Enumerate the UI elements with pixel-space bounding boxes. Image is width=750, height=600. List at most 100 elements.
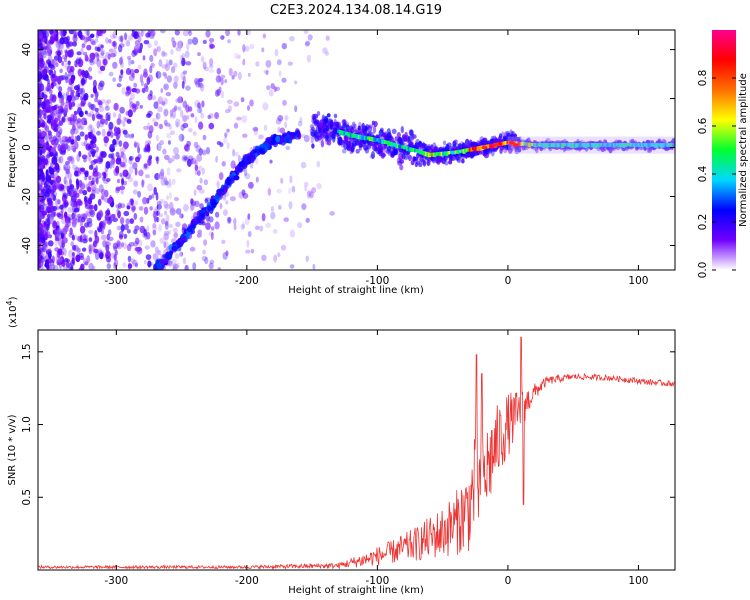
noise-speck <box>44 35 48 45</box>
noise-speck <box>209 113 214 119</box>
noise-speck <box>73 110 78 116</box>
noise-speck <box>88 66 93 72</box>
noise-speck <box>149 54 154 63</box>
noise-speck <box>164 203 170 210</box>
noise-speck <box>73 207 80 213</box>
noise-speck <box>219 142 224 148</box>
noise-speck <box>207 114 211 120</box>
noise-speck <box>111 41 118 47</box>
noise-speck <box>115 186 121 192</box>
noise-speck <box>82 234 89 241</box>
noise-speck <box>68 249 74 258</box>
noise-speck <box>291 185 296 193</box>
noise-speck <box>209 44 215 49</box>
noise-speck <box>122 242 128 249</box>
ridge-halo <box>336 121 341 128</box>
noise-speck <box>71 252 75 257</box>
noise-speck <box>182 257 187 265</box>
streak-speck <box>182 235 187 242</box>
noise-speck <box>88 175 92 181</box>
noise-speck <box>96 120 101 129</box>
noise-speck <box>74 192 80 198</box>
noise-speck <box>133 140 137 149</box>
ridge-halo <box>313 113 319 119</box>
streak-speck <box>177 240 181 249</box>
noise-speck <box>144 144 151 152</box>
noise-speck <box>87 125 93 131</box>
noise-speck <box>74 63 78 68</box>
noise-speck <box>167 140 171 145</box>
noise-speck <box>77 218 84 223</box>
noise-speck <box>128 97 133 105</box>
noise-speck <box>39 223 44 228</box>
noise-speck <box>122 129 128 135</box>
noise-speck <box>80 101 86 107</box>
noise-speck <box>218 172 224 181</box>
noise-speck <box>46 108 51 113</box>
noise-speck <box>70 75 75 84</box>
noise-speck <box>96 53 100 62</box>
noise-speck <box>163 119 168 126</box>
noise-speck <box>80 87 85 96</box>
noise-speck <box>131 206 136 213</box>
noise-speck <box>113 132 119 137</box>
noise-speck <box>120 55 124 64</box>
noise-speck <box>77 215 82 223</box>
noise-speck <box>169 208 175 214</box>
noise-speck <box>202 39 207 45</box>
noise-speck <box>143 83 148 89</box>
noise-speck <box>48 197 53 206</box>
noise-speck <box>135 100 140 106</box>
noise-speck <box>108 71 114 77</box>
noise-speck <box>168 229 172 235</box>
noise-speck <box>115 165 120 174</box>
noise-speck <box>89 210 94 215</box>
noise-speck <box>75 218 81 223</box>
noise-speck <box>92 265 96 270</box>
noise-speck <box>185 104 190 113</box>
noise-speck <box>125 218 130 225</box>
noise-speck <box>275 118 282 125</box>
noise-speck <box>163 230 170 236</box>
noise-speck <box>43 112 47 120</box>
noise-speck <box>144 232 148 241</box>
noise-speck <box>232 148 236 157</box>
noise-speck <box>123 210 130 217</box>
noise-speck <box>126 229 131 234</box>
ridge-shadow <box>507 136 675 154</box>
noise-speck <box>70 89 75 95</box>
noise-speck <box>280 244 287 251</box>
noise-speck <box>85 37 90 43</box>
noise-speck <box>53 205 57 212</box>
noise-speck <box>131 73 135 79</box>
noise-speck <box>50 81 54 90</box>
noise-speck <box>173 197 179 202</box>
noise-speck <box>270 206 275 212</box>
noise-speck <box>126 244 132 252</box>
noise-speck <box>77 198 82 205</box>
noise-speck <box>108 121 114 130</box>
noise-speck <box>169 109 173 118</box>
noise-speck <box>241 115 248 123</box>
noise-speck <box>118 44 123 53</box>
noise-speck <box>262 33 266 39</box>
noise-speck <box>247 231 252 237</box>
noise-speck <box>201 100 205 108</box>
noise-speck <box>48 216 54 225</box>
noise-speck <box>289 229 296 238</box>
noise-speck <box>208 64 214 69</box>
noise-speck <box>57 156 61 164</box>
noise-speck <box>263 124 268 131</box>
noise-speck <box>102 58 108 66</box>
noise-speck <box>103 179 109 184</box>
noise-speck <box>184 264 189 270</box>
noise-speck <box>158 59 163 67</box>
noise-speck <box>219 202 223 210</box>
noise-speck <box>194 164 199 171</box>
noise-speck <box>156 134 160 142</box>
noise-speck <box>208 122 215 130</box>
noise-speck <box>113 49 117 58</box>
noise-speck <box>57 238 64 247</box>
noise-speck <box>139 74 144 83</box>
noise-speck <box>70 139 75 145</box>
